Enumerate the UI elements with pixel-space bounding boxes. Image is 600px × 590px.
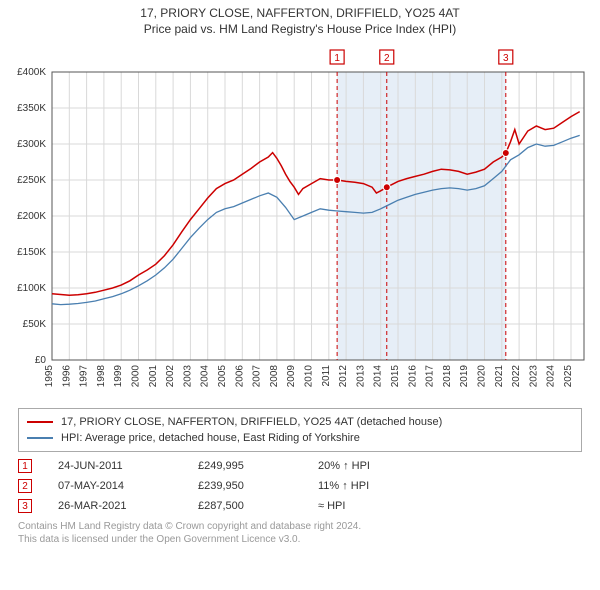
footer-line-2: This data is licensed under the Open Gov… [18, 533, 582, 546]
sale-delta: ≈ HPI [318, 500, 582, 512]
svg-text:2017: 2017 [425, 365, 436, 388]
svg-text:1997: 1997 [79, 365, 90, 388]
legend-swatch-price-paid [27, 421, 53, 423]
legend-swatch-hpi [27, 437, 53, 439]
title-line-2: Price paid vs. HM Land Registry's House … [8, 22, 592, 36]
svg-text:2020: 2020 [477, 365, 488, 388]
svg-text:2007: 2007 [252, 365, 263, 388]
svg-text:2014: 2014 [373, 365, 384, 388]
chart-svg: £0 £50K £100K £150K £200K £250K £300K £350K £400… [8, 42, 592, 402]
svg-text:1996: 1996 [61, 365, 72, 388]
svg-text:2000: 2000 [131, 365, 142, 388]
sale-date: 24-JUN-2011 [58, 460, 198, 472]
legend-label-price-paid: 17, PRIORY CLOSE, NAFFERTON, DRIFFIELD, … [61, 416, 442, 428]
price-chart: £0 £50K £100K £150K £200K £250K £300K £350K £400… [8, 42, 592, 402]
footer: Contains HM Land Registry data © Crown c… [18, 520, 582, 546]
sale-row: 2 07-MAY-2014 £239,950 11% ↑ HPI [18, 476, 582, 496]
svg-text:£400K: £400K [17, 67, 46, 78]
sale-date: 07-MAY-2014 [58, 480, 198, 492]
legend-box: 17, PRIORY CLOSE, NAFFERTON, DRIFFIELD, … [18, 408, 582, 452]
svg-text:2: 2 [384, 53, 390, 64]
svg-text:2016: 2016 [407, 365, 418, 388]
svg-text:2023: 2023 [528, 365, 539, 388]
svg-text:2009: 2009 [286, 365, 297, 388]
sale-delta: 20% ↑ HPI [318, 460, 582, 472]
svg-text:2024: 2024 [546, 365, 557, 388]
sale-price: £287,500 [198, 500, 318, 512]
svg-text:1998: 1998 [96, 365, 107, 388]
sale-price: £239,950 [198, 480, 318, 492]
svg-text:2003: 2003 [182, 365, 193, 388]
svg-text:2013: 2013 [355, 365, 366, 388]
svg-text:2004: 2004 [200, 365, 211, 388]
svg-text:£150K: £150K [17, 247, 46, 258]
title-line-1: 17, PRIORY CLOSE, NAFFERTON, DRIFFIELD, … [8, 6, 592, 20]
svg-text:2001: 2001 [148, 365, 159, 388]
svg-text:2006: 2006 [234, 365, 245, 388]
legend-row-hpi: HPI: Average price, detached house, East… [27, 430, 573, 446]
svg-text:£50K: £50K [23, 319, 47, 330]
svg-text:2008: 2008 [269, 365, 280, 388]
svg-text:£100K: £100K [17, 283, 46, 294]
sale-delta: 11% ↑ HPI [318, 480, 582, 492]
svg-text:1995: 1995 [44, 365, 55, 388]
svg-text:2025: 2025 [563, 365, 574, 388]
svg-text:2012: 2012 [338, 365, 349, 388]
svg-text:£250K: £250K [17, 175, 46, 186]
sale-marker-icon: 3 [18, 499, 32, 513]
sale-marker-icon: 2 [18, 479, 32, 493]
legend-label-hpi: HPI: Average price, detached house, East… [61, 432, 360, 444]
svg-text:2015: 2015 [390, 365, 401, 388]
sale-row: 1 24-JUN-2011 £249,995 20% ↑ HPI [18, 456, 582, 476]
svg-text:£200K: £200K [17, 211, 46, 222]
svg-text:2021: 2021 [494, 365, 505, 388]
svg-text:2018: 2018 [442, 365, 453, 388]
svg-text:1999: 1999 [113, 365, 124, 388]
svg-text:2010: 2010 [304, 365, 315, 388]
svg-text:1: 1 [334, 53, 340, 64]
sale-date: 26-MAR-2021 [58, 500, 198, 512]
sale-price: £249,995 [198, 460, 318, 472]
svg-text:£350K: £350K [17, 103, 46, 114]
svg-text:£300K: £300K [17, 139, 46, 150]
svg-text:2022: 2022 [511, 365, 522, 388]
legend-row-price-paid: 17, PRIORY CLOSE, NAFFERTON, DRIFFIELD, … [27, 414, 573, 430]
svg-text:3: 3 [503, 53, 509, 64]
svg-text:2011: 2011 [321, 365, 332, 387]
sale-row: 3 26-MAR-2021 £287,500 ≈ HPI [18, 496, 582, 516]
sale-marker-icon: 1 [18, 459, 32, 473]
svg-text:2019: 2019 [459, 365, 470, 388]
footer-line-1: Contains HM Land Registry data © Crown c… [18, 520, 582, 533]
svg-text:2005: 2005 [217, 365, 228, 388]
svg-text:£0: £0 [35, 355, 47, 366]
sales-table: 1 24-JUN-2011 £249,995 20% ↑ HPI 2 07-MA… [18, 456, 582, 516]
svg-text:2002: 2002 [165, 365, 176, 388]
